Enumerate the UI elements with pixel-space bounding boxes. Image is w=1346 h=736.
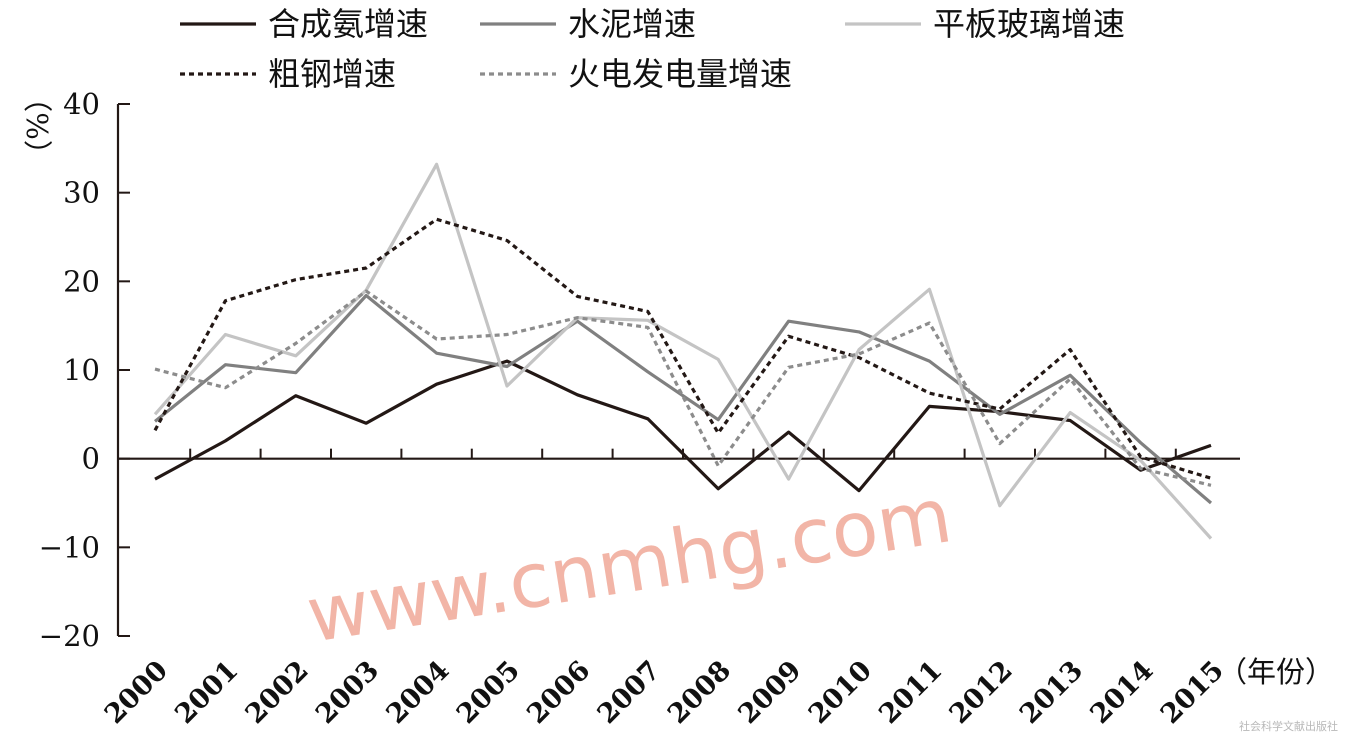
y-tick-label: 10 — [63, 353, 100, 387]
x-tick-label: 2008 — [662, 655, 737, 730]
watermark-text: www.cnmhg.com — [301, 470, 957, 660]
y-tick-label: 30 — [63, 176, 100, 210]
x-unit-label: （年份） — [1218, 655, 1334, 689]
legend-entry: 火电发电量增速 — [568, 55, 792, 93]
publisher-mark: 社会科学文献出版社 — [1239, 719, 1338, 733]
x-tick-label: 2009 — [732, 655, 807, 730]
x-tick-label: 2012 — [944, 655, 1019, 730]
x-tick-label: 2004 — [380, 655, 455, 730]
legend-entry: 粗钢增速 — [268, 55, 396, 93]
x-tick-label: 2013 — [1014, 655, 1089, 730]
x-tick-label: 2001 — [169, 655, 244, 730]
x-tick-label: 2011 — [873, 655, 948, 730]
y-tick-label: −10 — [39, 530, 100, 564]
series-layer — [153, 162, 1213, 540]
legend-entry: 平板玻璃增速 — [933, 5, 1125, 43]
y-tick-label: −20 — [39, 619, 100, 653]
x-tick-label: 2006 — [521, 655, 596, 730]
y-tick-label: 20 — [63, 264, 100, 298]
x-tick-label: 2000 — [99, 655, 174, 730]
x-tick-label: 2010 — [803, 655, 878, 730]
legend-entry: 合成氨增速 — [268, 5, 428, 43]
y-tick-label: 0 — [82, 442, 100, 476]
series-line — [153, 217, 1212, 480]
x-tick-label: 2003 — [310, 655, 385, 730]
series-line — [153, 293, 1213, 505]
y-unit-label: （%） — [20, 83, 54, 169]
x-tick-label: 2014 — [1084, 655, 1159, 730]
x-tick-label: 2005 — [451, 655, 526, 730]
series-line — [153, 162, 1213, 540]
x-tick-label: 2007 — [592, 655, 667, 730]
series-line — [154, 359, 1212, 493]
series-line — [154, 289, 1212, 487]
x-tick-label: 2002 — [240, 655, 315, 730]
y-tick-label: 40 — [63, 87, 100, 121]
y-axis: 40 30 20 10 0 −10 −20 — [39, 87, 130, 653]
legend-entry: 水泥增速 — [568, 5, 696, 43]
